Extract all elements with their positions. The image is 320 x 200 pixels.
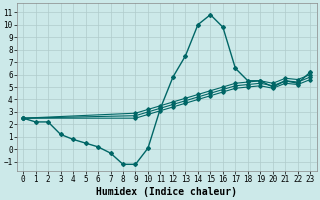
X-axis label: Humidex (Indice chaleur): Humidex (Indice chaleur) bbox=[96, 186, 237, 197]
